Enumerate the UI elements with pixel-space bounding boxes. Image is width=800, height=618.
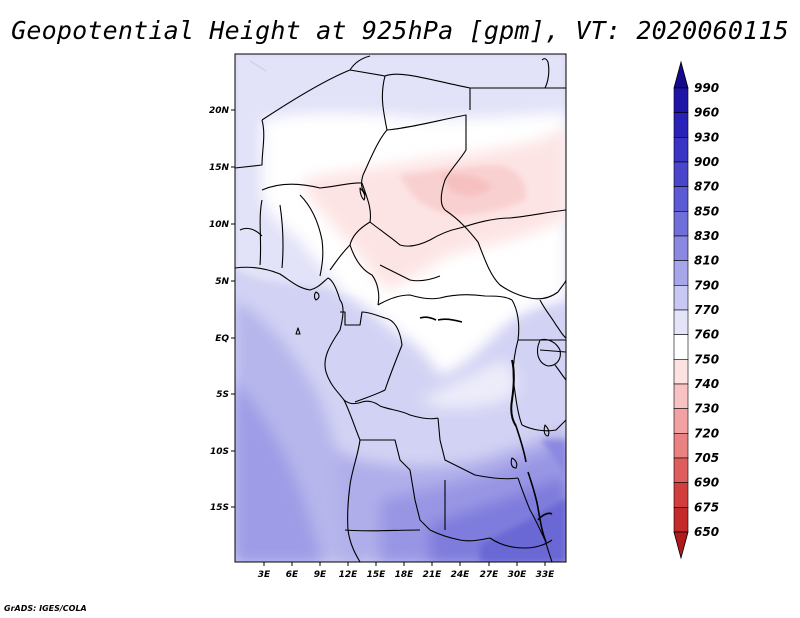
colorbar-label: 740: [694, 377, 719, 391]
lat-label: 15N: [209, 163, 230, 173]
colorbar-cell: [673, 285, 689, 311]
colorbar-label: 930: [694, 130, 719, 144]
colorbar-cell: [673, 260, 689, 286]
lon-label: 27E: [480, 570, 500, 580]
lon-label: 21E: [423, 570, 443, 580]
colorbar-cell: [673, 482, 689, 508]
colorbar-label: 770: [694, 303, 719, 317]
colorbar-label: 960: [694, 106, 719, 120]
lon-label: 18E: [395, 570, 415, 580]
lat-label: 10S: [210, 447, 229, 457]
lon-label: 30E: [508, 570, 528, 580]
chart-title: Geopotential Height at 925hPa [gpm], VT:…: [11, 16, 789, 45]
colorbar-label: 900: [694, 155, 719, 169]
longitude-labels: 3E 6E 9E 12E 15E 18E 21E 24E 27E 30E 33E: [258, 570, 555, 580]
colorbar: 990 960 930 900 870 850 830 810 790 770 760 750 740 7…: [673, 60, 719, 560]
colorbar-label: 760: [694, 328, 719, 342]
colorbar-label: 675: [694, 500, 719, 514]
colorbar-cell: [673, 408, 689, 434]
lon-label: 6E: [286, 570, 299, 580]
latitude-labels: 20N 15N 10N 5N EQ 5S 10S 15S: [209, 106, 230, 513]
colorbar-label: 705: [694, 451, 719, 465]
lon-label: 15E: [367, 570, 387, 580]
colorbar-cell: [673, 507, 689, 533]
lon-label: 24E: [451, 570, 471, 580]
lat-label: 5N: [215, 277, 229, 287]
lat-label: 5S: [216, 390, 229, 400]
colorbar-min-arrow: [673, 531, 689, 560]
map-frame: [234, 53, 567, 563]
colorbar-label: 810: [694, 254, 719, 268]
colorbar-cell: [673, 457, 689, 483]
height-field: [235, 54, 566, 562]
colorbar-cell: [673, 235, 689, 261]
colorbar-cell: [673, 383, 689, 409]
colorbar-label: 850: [694, 204, 719, 218]
colorbar-cell: [673, 186, 689, 212]
colorbar-cell: [673, 137, 689, 163]
colorbar-label: 790: [694, 278, 719, 292]
software-credit: GrADS: IGES/COLA: [4, 604, 87, 613]
lon-label: 9E: [314, 570, 327, 580]
lon-label: 33E: [536, 570, 556, 580]
colorbar-cell: [673, 112, 689, 138]
colorbar-cell: [673, 359, 689, 385]
lon-label: 3E: [258, 570, 271, 580]
colorbar-cell: [673, 433, 689, 459]
colorbar-cell: [673, 161, 689, 187]
lat-label: EQ: [215, 334, 229, 344]
lon-label: 12E: [339, 570, 359, 580]
colorbar-label: 830: [694, 229, 719, 243]
colorbar-label: 730: [694, 402, 719, 416]
colorbar-label: 990: [694, 81, 719, 95]
colorbar-cell: [673, 87, 689, 113]
lat-label: 20N: [209, 106, 230, 116]
lat-label: 10N: [209, 220, 230, 230]
axis-ticks: [231, 109, 546, 566]
colorbar-label: 650: [694, 525, 719, 539]
colorbar-cell: [673, 211, 689, 237]
political-boundaries: [235, 55, 566, 562]
lat-label: 15S: [210, 503, 229, 513]
colorbar-label: 690: [694, 476, 719, 490]
colorbar-cell: [673, 309, 689, 335]
colorbar-label: 720: [694, 426, 719, 440]
colorbar-label: 870: [694, 180, 719, 194]
colorbar-label: 750: [694, 352, 719, 366]
colorbar-max-arrow: [673, 60, 689, 89]
colorbar-cell: [673, 334, 689, 360]
